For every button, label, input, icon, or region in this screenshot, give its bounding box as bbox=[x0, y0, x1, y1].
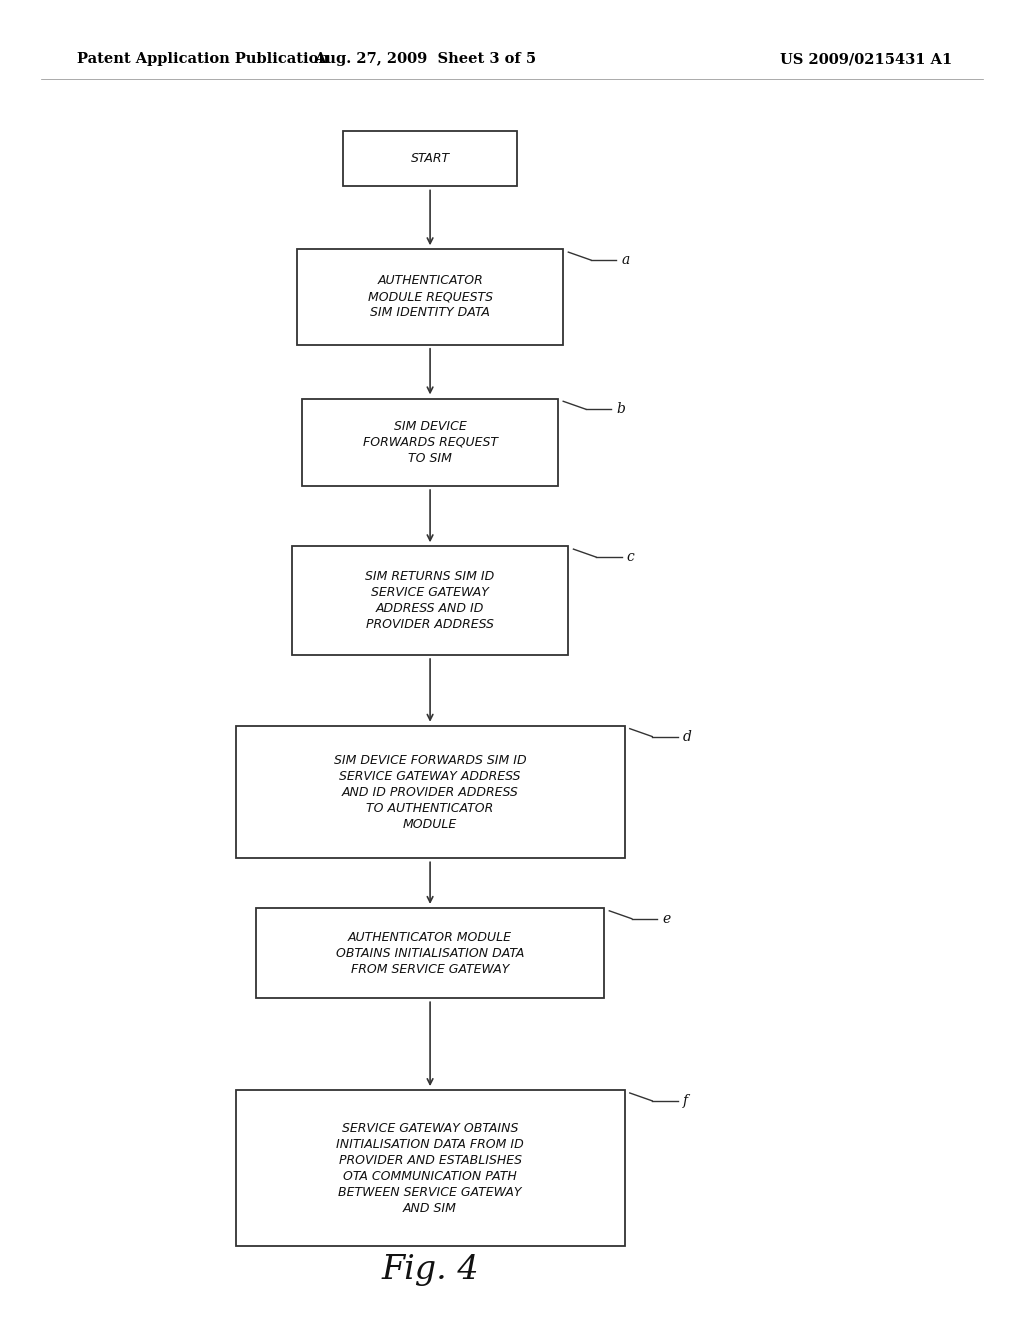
Bar bbox=[297, 249, 563, 345]
Text: SIM DEVICE FORWARDS SIM ID
SERVICE GATEWAY ADDRESS
AND ID PROVIDER ADDRESS
TO AU: SIM DEVICE FORWARDS SIM ID SERVICE GATEW… bbox=[334, 754, 526, 830]
Bar bbox=[302, 399, 558, 486]
Text: d: d bbox=[683, 730, 692, 743]
Text: SERVICE GATEWAY OBTAINS
INITIALISATION DATA FROM ID
PROVIDER AND ESTABLISHES
OTA: SERVICE GATEWAY OBTAINS INITIALISATION D… bbox=[336, 1122, 524, 1214]
Text: SIM RETURNS SIM ID
SERVICE GATEWAY
ADDRESS AND ID
PROVIDER ADDRESS: SIM RETURNS SIM ID SERVICE GATEWAY ADDRE… bbox=[366, 570, 495, 631]
Text: SIM DEVICE
FORWARDS REQUEST
TO SIM: SIM DEVICE FORWARDS REQUEST TO SIM bbox=[362, 420, 498, 465]
Text: AUTHENTICATOR
MODULE REQUESTS
SIM IDENTITY DATA: AUTHENTICATOR MODULE REQUESTS SIM IDENTI… bbox=[368, 275, 493, 319]
Text: US 2009/0215431 A1: US 2009/0215431 A1 bbox=[780, 53, 952, 66]
Text: Fig. 4: Fig. 4 bbox=[381, 1254, 479, 1286]
Bar bbox=[236, 1090, 625, 1246]
Bar bbox=[343, 131, 517, 186]
Text: e: e bbox=[663, 912, 671, 925]
Text: f: f bbox=[683, 1094, 688, 1107]
Text: Patent Application Publication: Patent Application Publication bbox=[77, 53, 329, 66]
Text: Aug. 27, 2009  Sheet 3 of 5: Aug. 27, 2009 Sheet 3 of 5 bbox=[314, 53, 536, 66]
Text: b: b bbox=[616, 403, 626, 416]
Text: START: START bbox=[411, 152, 450, 165]
Text: c: c bbox=[627, 550, 635, 564]
Text: AUTHENTICATOR MODULE
OBTAINS INITIALISATION DATA
FROM SERVICE GATEWAY: AUTHENTICATOR MODULE OBTAINS INITIALISAT… bbox=[336, 931, 524, 975]
Bar bbox=[292, 546, 568, 655]
Bar bbox=[236, 726, 625, 858]
Bar bbox=[256, 908, 604, 998]
Text: a: a bbox=[622, 253, 630, 267]
